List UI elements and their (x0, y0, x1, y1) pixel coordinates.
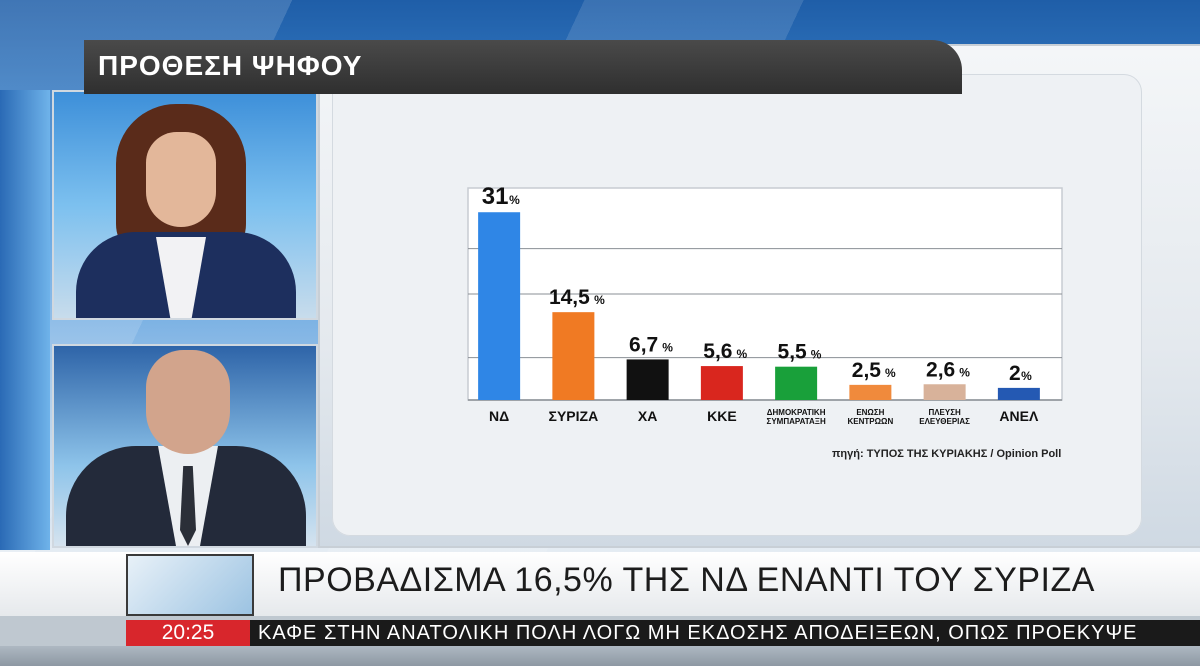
bar-value-label-6: 2,5 (852, 359, 882, 382)
bar-5 (775, 366, 818, 400)
chart-title: ΠΡΟΘΕΣΗ ΨΗΦΟΥ (98, 50, 363, 81)
bar-unit-label-4: % (736, 347, 747, 361)
bar-7 (923, 384, 966, 400)
vote-intention-chart: 31 % ΝΔ 14,5 % ΣΥΡΙΖΑ 6,7 % ΧΑ 5,6 % ΚΚΕ 5,5 % ΔΗΜΟΚΡΑ… (467, 183, 1063, 426)
anchor-face (146, 132, 216, 227)
bar-value-label-1: 31 (482, 183, 509, 210)
bar-value-label-5: 5,5 (778, 341, 808, 364)
category-label-1: ΝΔ (489, 408, 509, 424)
bottom-strip (0, 646, 1200, 666)
ticker-clock: 20:25 (126, 620, 250, 646)
bar-unit-label-5: % (811, 348, 822, 362)
category-label-5: ΣΥΜΠΑΡΑΤΑΞΗ (767, 417, 826, 426)
category-label-8: ΑΝΕΛ (999, 408, 1039, 424)
category-label-7: ΕΛΕΥΘΕΡΙΑΣ (919, 417, 970, 426)
category-label-6: ΕΝΩΣΗ (856, 408, 884, 417)
bar-value-label-4: 5,6 (703, 340, 732, 363)
bar-value-label-7: 2,6 (926, 358, 955, 381)
chart-source: πηγή: ΤΥΠΟΣ ΤΗΣ ΚΥΡΙΑΚΗΣ / Opinion Poll (832, 448, 1062, 460)
bar-value-label-3: 6,7 (629, 333, 658, 356)
chart-title-bar: ΠΡΟΘΕΣΗ ΨΗΦΟΥ (84, 40, 962, 94)
anchor-camera-feed (52, 90, 318, 320)
guest-camera-feed (52, 344, 318, 548)
bar-8 (997, 387, 1040, 400)
channel-logo (126, 554, 254, 616)
bar-unit-label-3: % (662, 340, 673, 354)
studio-side-strip (0, 90, 50, 550)
news-ticker-bar (126, 620, 1200, 646)
bar-unit-label-7: % (959, 365, 970, 379)
bar-4 (700, 366, 743, 400)
category-label-2: ΣΥΡΙΖΑ (549, 408, 599, 424)
bar-1 (478, 212, 521, 400)
bar-6 (849, 384, 892, 400)
category-label-4: ΚΚΕ (707, 408, 737, 424)
bar-unit-label-8: % (1021, 369, 1032, 383)
category-label-3: ΧΑ (638, 408, 657, 424)
bar-unit-label-2: % (594, 293, 605, 307)
bar-unit-label-6: % (885, 366, 896, 380)
bar-value-label-8: 2 (1009, 362, 1021, 385)
bar-value-label-2: 14,5 (549, 286, 590, 309)
category-label-5: ΔΗΜΟΚΡΑΤΙΚΗ (767, 408, 826, 417)
guest-tie (180, 466, 196, 546)
bar-2 (552, 312, 595, 400)
category-label-6: ΚΕΝΤΡΩΩΝ (848, 417, 894, 426)
ticker-text: ΚΑΦΕ ΣΤΗΝ ΑΝΑΤΟΛΙΚΗ ΠΟΛΗ ΛΟΓΩ ΜΗ ΕΚΔΟΣΗΣ… (258, 622, 1138, 644)
category-label-7: ΠΛΕΥΣΗ (928, 408, 961, 417)
bar-3 (626, 359, 669, 400)
poll-graphic-panel: 31% ΝΔ 14,5% ΣΥΡΙΖΑ 6,7% ΧΑ 5,6% ΚΚΕ 5,5% ΔΗΜΟΚΡΑ… (318, 44, 1200, 548)
guest-head (146, 350, 230, 454)
bar-unit-label-1: % (509, 193, 520, 207)
headline-text: ΠΡΟΒΑΔΙΣΜΑ 16,5% ΤΗΣ ΝΔ ΕΝΑΝΤΙ ΤΟΥ ΣΥΡΙΖ… (278, 561, 1095, 599)
